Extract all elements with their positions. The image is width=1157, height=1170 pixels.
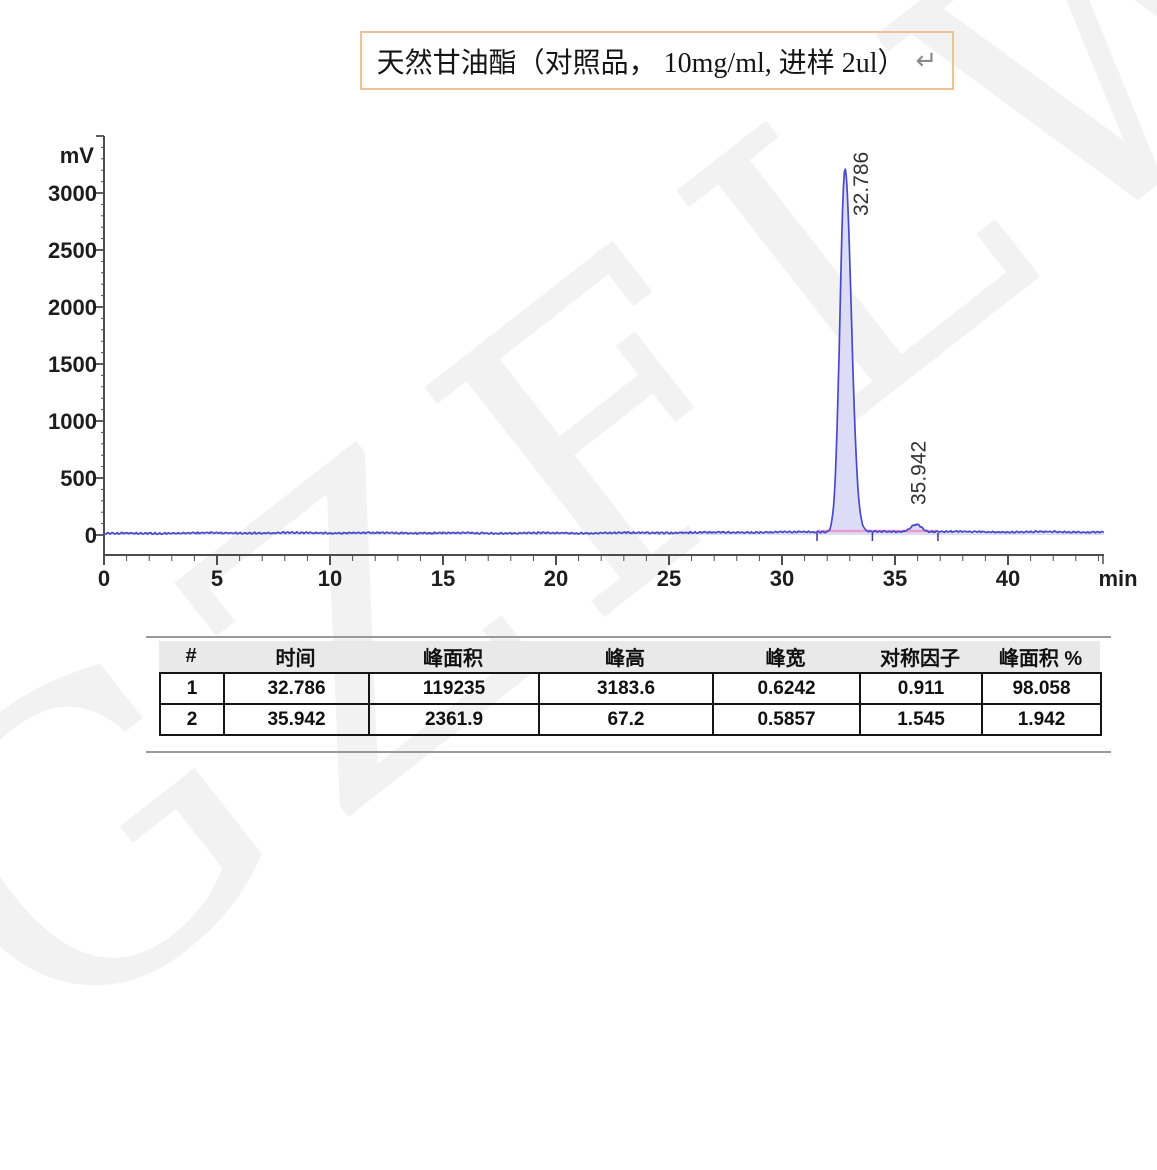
x-tick-label: 25 <box>657 566 681 591</box>
header-cell-height: 峰高 <box>605 648 645 670</box>
peak-label: 32.786 <box>850 152 873 216</box>
x-tick-label: 15 <box>431 566 455 591</box>
y-tick-label: 2500 <box>48 238 97 263</box>
peak-table-section: # 时间 峰面积 峰高 峰宽 对称因子 峰面积 % 1 32.786 11923… <box>146 636 1111 753</box>
y-axis-unit-label: mV <box>60 143 95 168</box>
table-row: 2 35.942 2361.9 67.2 0.5857 1.545 1.942 <box>159 703 1102 736</box>
table-cell: 3183.6 <box>538 672 714 705</box>
x-tick-label: 5 <box>211 566 223 591</box>
peak-label: 35.942 <box>907 441 930 505</box>
table-cell: 67.2 <box>538 703 714 736</box>
table-cell: 1 <box>159 672 225 705</box>
x-tick-label: 40 <box>996 566 1020 591</box>
x-tick-label: 30 <box>770 566 794 591</box>
x-axis-unit-label: min <box>1098 566 1137 591</box>
x-tick-label: 10 <box>318 566 342 591</box>
peak-table-header: # 时间 峰面积 峰高 峰宽 对称因子 峰面积 % <box>159 641 1100 672</box>
header-cell-area-percent: 峰面积 % <box>998 648 1083 670</box>
header-cell-time: 时间 <box>275 648 316 670</box>
divider-line-top <box>146 636 1111 638</box>
return-mark-icon: ↵ <box>915 45 938 76</box>
table-cell: 0.911 <box>859 672 983 705</box>
y-tick-label: 2000 <box>48 295 97 320</box>
peak-fill <box>104 169 1105 535</box>
table-cell: 119235 <box>368 672 540 705</box>
sample-title-box: 天然甘油酯（对照品， 10mg/ml, 进样 2ul） ↵ <box>360 31 954 90</box>
table-cell: 1.545 <box>859 703 983 736</box>
y-tick-label: 1000 <box>48 409 97 434</box>
table-cell: 32.786 <box>223 672 370 705</box>
table-cell: 0.6242 <box>712 672 861 705</box>
page-root: GZFLW 0 500 1000 1500 2000 2500 3000 mV 0 5 10 15 20… <box>0 0 1157 1125</box>
signal-trace <box>103 168 1105 536</box>
chromatogram-svg: 0 500 1000 1500 2000 2500 3000 mV 0 5 10 15 20 25 30 35… <box>48 135 1138 591</box>
table-cell: 35.942 <box>223 703 370 736</box>
table-cell: 2 <box>159 703 225 736</box>
table-cell: 0.5857 <box>712 703 861 736</box>
y-tick-label: 500 <box>60 466 97 491</box>
peak-table: 1 32.786 119235 3183.6 0.6242 0.911 98.0… <box>159 672 1102 736</box>
table-row: 1 32.786 119235 3183.6 0.6242 0.911 98.0… <box>159 672 1102 705</box>
table-cell: 1.942 <box>981 703 1102 736</box>
y-tick-label: 3000 <box>48 181 97 206</box>
y-tick-label: 1500 <box>48 352 97 377</box>
header-cell-symmetry: 对称因子 <box>880 648 960 670</box>
x-tick-label: 20 <box>544 566 568 591</box>
x-tick-label: 0 <box>98 566 110 591</box>
axis-labels: 0 500 1000 1500 2000 2500 3000 mV 0 5 10 15 20 25 30 35… <box>48 143 1138 591</box>
x-tick-label: 35 <box>883 566 907 591</box>
divider-line-bottom <box>146 751 1111 753</box>
sample-title-text: 天然甘油酯（对照品， 10mg/ml, 进样 2ul） <box>376 47 906 79</box>
header-cell-width: 峰宽 <box>765 648 806 670</box>
table-cell: 2361.9 <box>368 703 540 736</box>
header-cell-number: # <box>185 645 197 667</box>
header-cell-area: 峰面积 <box>423 648 483 670</box>
y-tick-label: 0 <box>85 523 97 548</box>
axes <box>96 135 1104 565</box>
table-cell: 98.058 <box>981 672 1102 705</box>
